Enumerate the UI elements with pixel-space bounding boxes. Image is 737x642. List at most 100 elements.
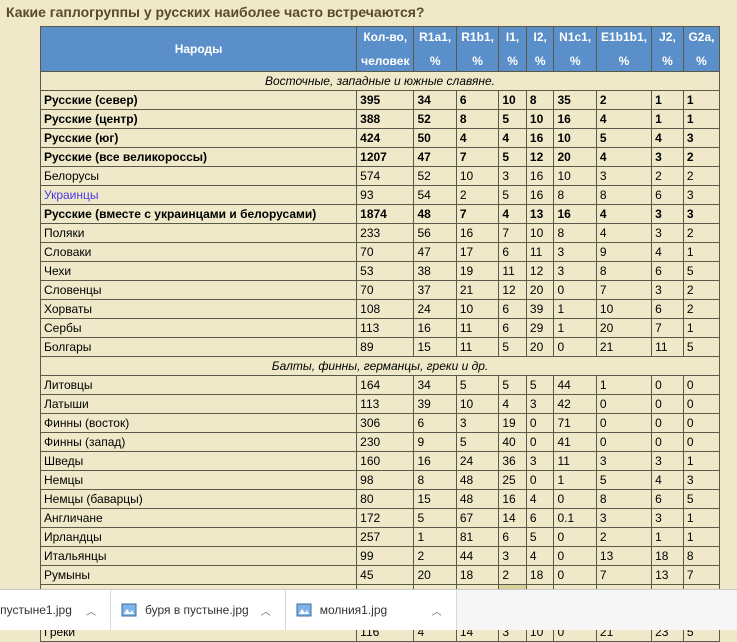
cell-value: 16 (414, 319, 456, 338)
cell-name: Англичане (41, 509, 357, 528)
cell-value: 8 (554, 186, 596, 205)
cell-value: 3 (683, 129, 719, 148)
cell-value: 2 (596, 528, 651, 547)
table-row: Русские (все великороссы)120747751220432 (41, 148, 720, 167)
table-row: Итальянцы9924434013188 (41, 547, 720, 566)
download-label: ря в пустыне1.jpg (0, 603, 74, 617)
cell-count: 388 (357, 110, 414, 129)
cell-value: 6 (652, 186, 684, 205)
table-row: Русские (центр)38852851016411 (41, 110, 720, 129)
cell-value: 6 (499, 319, 527, 338)
cell-value: 7 (652, 319, 684, 338)
cell-value: 5 (596, 129, 651, 148)
cell-value: 20 (596, 319, 651, 338)
table-row: Словаки7047176113941 (41, 243, 720, 262)
cell-value: 5 (526, 376, 554, 395)
cell-value: 6 (652, 300, 684, 319)
cell-value: 0 (652, 376, 684, 395)
cell-value: 13 (652, 566, 684, 585)
cell-value: 16 (554, 205, 596, 224)
cell-value: 2 (683, 300, 719, 319)
section-row: Восточные, западные и южные славяне. (41, 72, 720, 91)
cell-value: 8 (596, 186, 651, 205)
cell-value: 10 (526, 224, 554, 243)
cell-value: 5 (456, 376, 498, 395)
chevron-up-icon[interactable]: ︿ (257, 603, 275, 618)
cell-name: Русские (юг) (41, 129, 357, 148)
table-row: Болгары891511520021115 (41, 338, 720, 357)
cell-name: Финны (восток) (41, 414, 357, 433)
cell-value: 18 (652, 547, 684, 566)
download-item[interactable]: молния1.jpg ︿ (286, 590, 457, 630)
cell-value: 14 (499, 509, 527, 528)
cell-value: 44 (456, 547, 498, 566)
cell-value: 25 (499, 471, 527, 490)
cell-value: 8 (456, 110, 498, 129)
cell-count: 395 (357, 91, 414, 110)
table-row: Румыны45201821807137 (41, 566, 720, 585)
cell-value: 56 (414, 224, 456, 243)
download-bar: ря в пустыне1.jpg ︿ буря в пустыне.jpg ︿… (0, 589, 737, 630)
cell-value: 10 (554, 167, 596, 186)
cell-count: 230 (357, 433, 414, 452)
table-row: Финны (восток)3066319071000 (41, 414, 720, 433)
cell-value: 34 (414, 376, 456, 395)
col-g2a: G2a,% (683, 27, 719, 72)
cell-value: 10 (526, 110, 554, 129)
cell-value: 6 (414, 414, 456, 433)
cell-value: 71 (554, 414, 596, 433)
cell-value: 2 (499, 566, 527, 585)
cell-name: Литовцы (41, 376, 357, 395)
col-i2: I2,% (526, 27, 554, 72)
cell-value: 44 (554, 376, 596, 395)
table-row: Шведы160162436311331 (41, 452, 720, 471)
cell-value: 16 (526, 167, 554, 186)
cell-value: 0 (652, 414, 684, 433)
cell-value: 16 (554, 110, 596, 129)
cell-count: 113 (357, 395, 414, 414)
cell-value: 8 (683, 547, 719, 566)
download-item[interactable]: ря в пустыне1.jpg ︿ (0, 590, 111, 630)
cell-value: 3 (683, 205, 719, 224)
cell-value: 0 (683, 376, 719, 395)
cell-value: 42 (554, 395, 596, 414)
cell-value: 10 (596, 300, 651, 319)
cell-value: 18 (456, 566, 498, 585)
table-row: Хорваты108241063911062 (41, 300, 720, 319)
cell-value: 3 (596, 452, 651, 471)
cell-name: Финны (запад) (41, 433, 357, 452)
cell-value: 4 (652, 129, 684, 148)
cell-value: 8 (526, 91, 554, 110)
cell-value: 11 (456, 319, 498, 338)
cell-value: 3 (596, 167, 651, 186)
cell-value: 7 (683, 566, 719, 585)
cell-value: 1 (683, 528, 719, 547)
cell-value: 8 (414, 471, 456, 490)
cell-value: 16 (414, 452, 456, 471)
cell-name: Русские (вместе с украинцами и белорусам… (41, 205, 357, 224)
table-header: Народы Кол-во,человек R1a1,% R1b1,% I1,%… (41, 27, 720, 72)
nation-link[interactable]: Украинцы (44, 188, 99, 202)
cell-value: 0 (596, 395, 651, 414)
cell-value: 5 (526, 528, 554, 547)
chevron-up-icon[interactable]: ︿ (428, 603, 446, 618)
cell-count: 1874 (357, 205, 414, 224)
cell-value: 35 (554, 91, 596, 110)
cell-value: 3 (526, 395, 554, 414)
chevron-up-icon[interactable]: ︿ (82, 603, 100, 618)
cell-value: 4 (499, 395, 527, 414)
cell-value: 5 (456, 433, 498, 452)
download-item[interactable]: буря в пустыне.jpg ︿ (111, 590, 286, 630)
cell-name: Шведы (41, 452, 357, 471)
cell-value: 6 (456, 91, 498, 110)
table-row: Русские (юг)42450441610543 (41, 129, 720, 148)
cell-value: 2 (683, 281, 719, 300)
cell-count: 80 (357, 490, 414, 509)
cell-name: Белорусы (41, 167, 357, 186)
cell-value: 47 (414, 148, 456, 167)
cell-value: 1 (683, 319, 719, 338)
cell-value: 3 (652, 509, 684, 528)
cell-value: 0 (596, 433, 651, 452)
cell-value: 3 (683, 471, 719, 490)
cell-value: 4 (596, 110, 651, 129)
